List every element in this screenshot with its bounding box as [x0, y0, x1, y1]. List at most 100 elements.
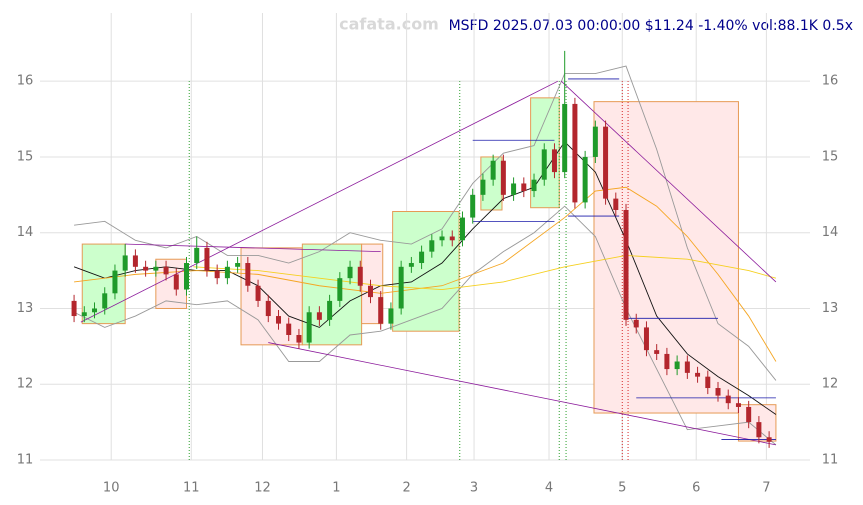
candle-body [408, 263, 414, 267]
y-tick-label: 15 [822, 149, 839, 164]
y-tick-label: 11 [17, 453, 34, 468]
candle-body [275, 316, 281, 324]
indicator-line [193, 254, 777, 290]
y-tick-label: 14 [17, 225, 34, 240]
trend-line [125, 243, 381, 253]
candle-body [81, 312, 87, 317]
x-tick-label: 6 [692, 481, 700, 496]
candle-body [306, 312, 312, 343]
candle-body [378, 297, 384, 324]
candle-body [623, 209, 629, 320]
candle-body [511, 183, 517, 195]
candle-body [633, 319, 639, 328]
candle-body [449, 236, 455, 241]
candle-body [286, 323, 292, 335]
y-tick-label: 15 [17, 149, 34, 164]
candle-body [603, 126, 609, 199]
candle-body [92, 308, 98, 313]
x-tick-label: 5 [618, 481, 626, 496]
candle-body [746, 406, 752, 423]
candle-body [551, 149, 557, 173]
candle-body [592, 126, 598, 157]
zone-box [240, 247, 303, 346]
x-tick-label: 12 [254, 481, 271, 496]
indicator-line [73, 141, 777, 415]
candle-body [756, 422, 762, 438]
x-tick-label: 7 [762, 481, 770, 496]
x-tick-label: 3 [470, 481, 478, 496]
candle-body [122, 255, 128, 271]
indicator-line [73, 205, 777, 446]
candle-body [112, 270, 118, 294]
candle-body [327, 300, 333, 320]
candle-body [735, 403, 741, 407]
indicator-line [74, 65, 777, 381]
candle-body [643, 327, 649, 351]
candle-body [725, 395, 731, 404]
trend-line [561, 80, 777, 283]
chart-title: MSFD 2025.07.03 00:00:00 $11.24 -1.40% v… [449, 18, 853, 34]
x-tick-label: 1 [332, 481, 340, 496]
candle-body [521, 183, 527, 192]
candle-body [194, 247, 200, 264]
candle-body [204, 247, 210, 271]
candle-body [143, 266, 149, 271]
y-tick-label: 12 [822, 377, 839, 392]
y-tick-label: 12 [17, 377, 34, 392]
candle-body [419, 251, 425, 264]
trend-line [80, 80, 559, 323]
candle-body [71, 300, 77, 317]
candle-body [459, 217, 465, 241]
candle-body [296, 334, 302, 343]
candle-body [480, 179, 486, 195]
candle-body [367, 285, 373, 298]
candle-body [347, 266, 353, 279]
candle-body [531, 179, 537, 192]
candle-body [245, 263, 251, 286]
candle-body [695, 372, 701, 377]
x-tick-label: 4 [545, 481, 553, 496]
y-tick-label: 13 [822, 301, 839, 316]
candle-body [684, 361, 690, 373]
candle-body [439, 236, 445, 241]
y-tick-label: 13 [17, 301, 34, 316]
candle-body [500, 160, 506, 195]
candle-body [214, 270, 220, 279]
candle-body [235, 263, 241, 267]
y-tick-label: 16 [17, 74, 34, 89]
candle-body [470, 194, 476, 218]
candle-body [224, 266, 230, 279]
candle-body [613, 198, 619, 210]
candle-body [541, 149, 547, 180]
candle-body [163, 266, 169, 275]
x-tick-label: 2 [402, 481, 410, 496]
zone-box [301, 243, 363, 346]
y-tick-label: 16 [822, 74, 839, 89]
candle-body [664, 353, 670, 370]
candle-body [715, 388, 721, 396]
candle-body [429, 240, 435, 252]
candle-body [357, 266, 363, 286]
candle-body [132, 255, 138, 267]
candle-body [674, 361, 680, 370]
candle-body [173, 274, 179, 290]
candle-body [490, 160, 496, 180]
y-tick-label: 14 [822, 225, 839, 240]
candle-body [102, 293, 108, 309]
x-tick-label: 10 [103, 481, 120, 496]
candle-body [562, 103, 568, 173]
candle-body [572, 103, 578, 203]
candle-body [398, 266, 404, 309]
candle-body [654, 350, 660, 354]
trend-line [268, 342, 777, 446]
candle-body [766, 437, 772, 442]
candle-body [265, 300, 271, 317]
candle-body [255, 285, 261, 301]
zone-box [81, 243, 126, 325]
candle-body [316, 312, 322, 320]
candle-body [705, 376, 711, 389]
candle-body [582, 156, 588, 203]
candle-body [184, 263, 190, 290]
